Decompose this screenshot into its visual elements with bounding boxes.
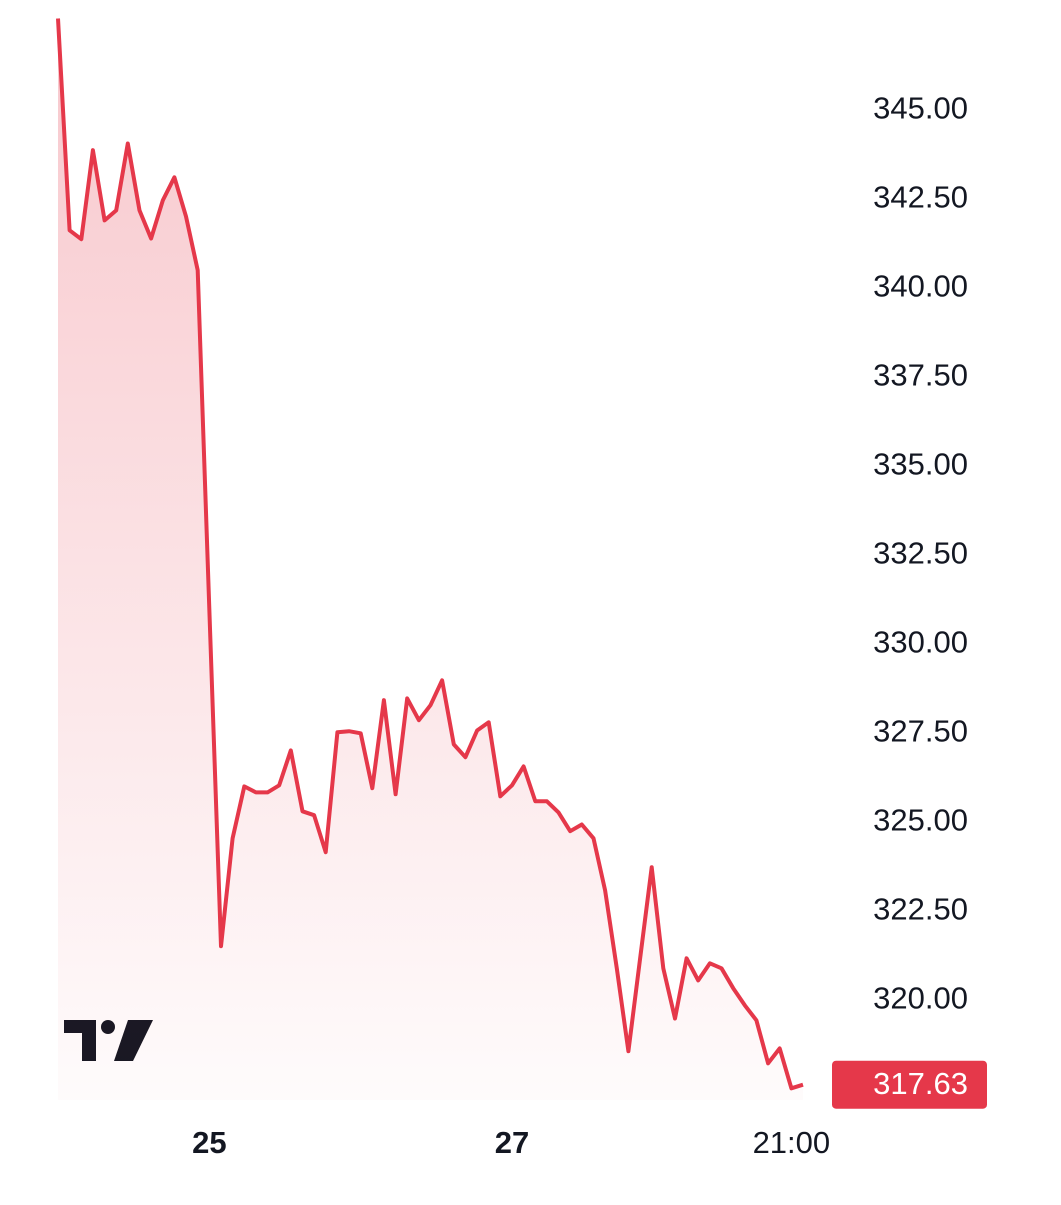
y-tick-label: 320.00 bbox=[873, 981, 968, 1016]
y-tick-label: 335.00 bbox=[873, 447, 968, 482]
y-tick-label: 325.00 bbox=[873, 803, 968, 838]
y-tick-label: 332.50 bbox=[873, 536, 968, 571]
x-tick-label: 21:00 bbox=[753, 1125, 831, 1160]
x-tick-label: 25 bbox=[192, 1125, 226, 1160]
y-tick-label: 337.50 bbox=[873, 358, 968, 393]
y-tick-label: 345.00 bbox=[873, 91, 968, 126]
x-tick-label: 27 bbox=[495, 1125, 529, 1160]
last-price-badge: 317.63 bbox=[832, 1060, 987, 1109]
y-tick-label: 322.50 bbox=[873, 892, 968, 927]
y-tick-label: 330.00 bbox=[873, 625, 968, 660]
y-tick-label: 327.50 bbox=[873, 714, 968, 749]
area bbox=[58, 18, 803, 1100]
badge-bg bbox=[832, 1060, 987, 1109]
y-tick-label: 342.50 bbox=[873, 180, 968, 215]
last-price-label: 317.63 bbox=[873, 1066, 968, 1101]
y-tick-label: 340.00 bbox=[873, 269, 968, 304]
price-line bbox=[56, 18, 804, 1091]
